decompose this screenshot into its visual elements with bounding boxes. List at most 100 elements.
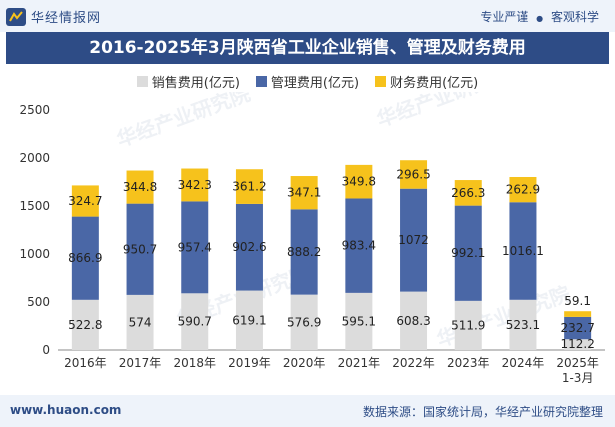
tagline: 专业严谨 ● 客观科学 bbox=[476, 8, 599, 25]
data-label-finance: 342.3 bbox=[178, 178, 212, 192]
bar-segment-management bbox=[400, 188, 428, 292]
bar-segment-sales bbox=[126, 294, 154, 350]
bar-segment-management bbox=[71, 216, 99, 300]
legend-item-finance: 财务费用(亿元) bbox=[375, 70, 478, 92]
legend-label-management: 管理费用(亿元) bbox=[270, 75, 360, 91]
bar-segment-finance bbox=[564, 311, 592, 317]
data-label-sales: 619.1 bbox=[232, 313, 266, 327]
data-label-sales: 522.8 bbox=[68, 318, 102, 332]
y-tick-label: 500 bbox=[27, 295, 50, 309]
data-label-sales: 574 bbox=[129, 315, 152, 329]
data-label-sales: 595.1 bbox=[342, 314, 376, 328]
x-tick-label: 2024年 bbox=[502, 356, 545, 370]
data-label-management: 888.2 bbox=[287, 245, 321, 259]
data-label-finance: 344.8 bbox=[123, 180, 157, 194]
bar-segment-sales bbox=[71, 299, 99, 350]
bar-segment-management bbox=[454, 205, 482, 301]
x-tick-label: 2022年 bbox=[392, 356, 435, 370]
footer-url[interactable]: www.huaon.com bbox=[10, 403, 122, 417]
bar-segment-management bbox=[564, 316, 592, 340]
data-label-finance: 59.1 bbox=[564, 294, 591, 308]
watermark-text: 华经产业研究院 bbox=[114, 92, 254, 152]
data-label-finance: 262.9 bbox=[506, 183, 540, 197]
legend-label-sales: 销售费用(亿元) bbox=[151, 75, 240, 91]
brand[interactable]: 华经情报网 bbox=[6, 7, 101, 26]
data-label-finance: 361.2 bbox=[232, 180, 266, 194]
watermark-text: 华经产业研究院 bbox=[374, 92, 514, 132]
bar-segment-finance bbox=[290, 176, 318, 210]
bar-segment-finance bbox=[71, 185, 99, 217]
y-tick-label: 2000 bbox=[19, 151, 50, 165]
tagline-left: 专业严谨 bbox=[480, 10, 529, 24]
bar-segment-management bbox=[235, 203, 263, 291]
bar-segment-finance bbox=[181, 168, 209, 202]
y-tick-label: 1000 bbox=[19, 247, 50, 261]
bar-segment-management bbox=[290, 209, 318, 295]
bar-segment-sales bbox=[564, 339, 592, 350]
bar-segment-finance bbox=[509, 176, 537, 203]
legend-swatch-finance bbox=[375, 75, 387, 87]
data-label-finance: 347.1 bbox=[287, 186, 321, 200]
data-label-finance: 349.8 bbox=[342, 175, 376, 189]
bar-segment-finance bbox=[345, 164, 373, 199]
y-tick-label: 2500 bbox=[19, 103, 50, 117]
bar-segment-sales bbox=[235, 290, 263, 350]
x-tick-label: 2021年 bbox=[338, 356, 381, 370]
watermark-text: 华经产业研究院 bbox=[434, 281, 574, 351]
x-tick-label: 2020年 bbox=[283, 356, 326, 370]
legend-item-management: 管理费用(亿元) bbox=[255, 70, 360, 92]
bar-segment-sales bbox=[345, 292, 373, 350]
x-tick-label: 2023年 bbox=[447, 356, 490, 370]
chart-legend: 销售费用(亿元) 管理费用(亿元) 财务费用(亿元) bbox=[0, 70, 615, 92]
data-label-finance: 266.3 bbox=[451, 186, 485, 200]
data-label-management: 992.1 bbox=[451, 246, 485, 260]
bar-segment-finance bbox=[126, 170, 154, 204]
bar-segment-sales bbox=[454, 300, 482, 350]
tagline-right: 客观科学 bbox=[550, 10, 599, 24]
legend-item-sales: 销售费用(亿元) bbox=[136, 70, 240, 92]
data-label-sales: 112.2 bbox=[560, 337, 594, 351]
chart-title: 2016-2025年3月陕西省工业企业销售、管理及财务费用 bbox=[6, 32, 609, 64]
x-tick-label: 2025年 bbox=[556, 356, 599, 370]
x-tick-label: 2016年 bbox=[64, 356, 107, 370]
x-tick-label: 2017年 bbox=[119, 356, 162, 370]
tagline-separator: ● bbox=[536, 14, 544, 23]
data-label-sales: 608.3 bbox=[396, 314, 430, 328]
brand-name: 华经情报网 bbox=[31, 11, 102, 26]
bar-segment-management bbox=[181, 201, 209, 294]
data-label-sales: 590.7 bbox=[178, 315, 212, 329]
data-label-sales: 576.9 bbox=[287, 315, 321, 329]
bar-segment-management bbox=[126, 203, 154, 295]
footer-source: 数据来源：国家统计局，华经产业研究院整理 bbox=[362, 405, 603, 419]
data-label-management: 866.9 bbox=[68, 251, 102, 265]
bar-segment-sales bbox=[290, 294, 318, 350]
data-label-management: 902.6 bbox=[232, 240, 266, 254]
legend-swatch-sales bbox=[136, 75, 148, 87]
brand-logo-icon bbox=[6, 7, 26, 26]
data-label-sales: 511.9 bbox=[451, 318, 485, 332]
data-label-management: 232.7 bbox=[560, 321, 594, 335]
legend-swatch-management bbox=[255, 75, 267, 87]
data-label-management: 1072 bbox=[398, 233, 429, 247]
bar-segment-finance bbox=[454, 180, 482, 206]
y-tick-label: 0 bbox=[42, 343, 50, 357]
data-label-management: 983.4 bbox=[342, 239, 376, 253]
data-label-management: 957.4 bbox=[178, 240, 212, 254]
x-tick-label: 2019年 bbox=[228, 356, 271, 370]
legend-label-finance: 财务费用(亿元) bbox=[390, 75, 479, 91]
x-tick-label: 1-3月 bbox=[562, 371, 594, 385]
x-tick-label: 2018年 bbox=[173, 356, 216, 370]
top-bar: 华经情报网 专业严谨 ● 客观科学 bbox=[0, 0, 615, 32]
data-label-finance: 324.7 bbox=[68, 194, 102, 208]
bar-segment-sales bbox=[181, 293, 209, 350]
data-label-sales: 523.1 bbox=[506, 318, 540, 332]
bar-segment-management bbox=[345, 198, 373, 293]
footer: www.huaon.com 数据来源：国家统计局，华经产业研究院整理 bbox=[0, 395, 615, 427]
bar-segment-finance bbox=[400, 160, 428, 189]
bar-segment-sales bbox=[509, 299, 537, 350]
bar-segment-finance bbox=[235, 169, 263, 204]
bar-segment-sales bbox=[400, 291, 428, 350]
bar-segment-management bbox=[509, 202, 537, 300]
y-tick-label: 1500 bbox=[19, 199, 50, 213]
data-label-finance: 296.5 bbox=[396, 167, 430, 181]
